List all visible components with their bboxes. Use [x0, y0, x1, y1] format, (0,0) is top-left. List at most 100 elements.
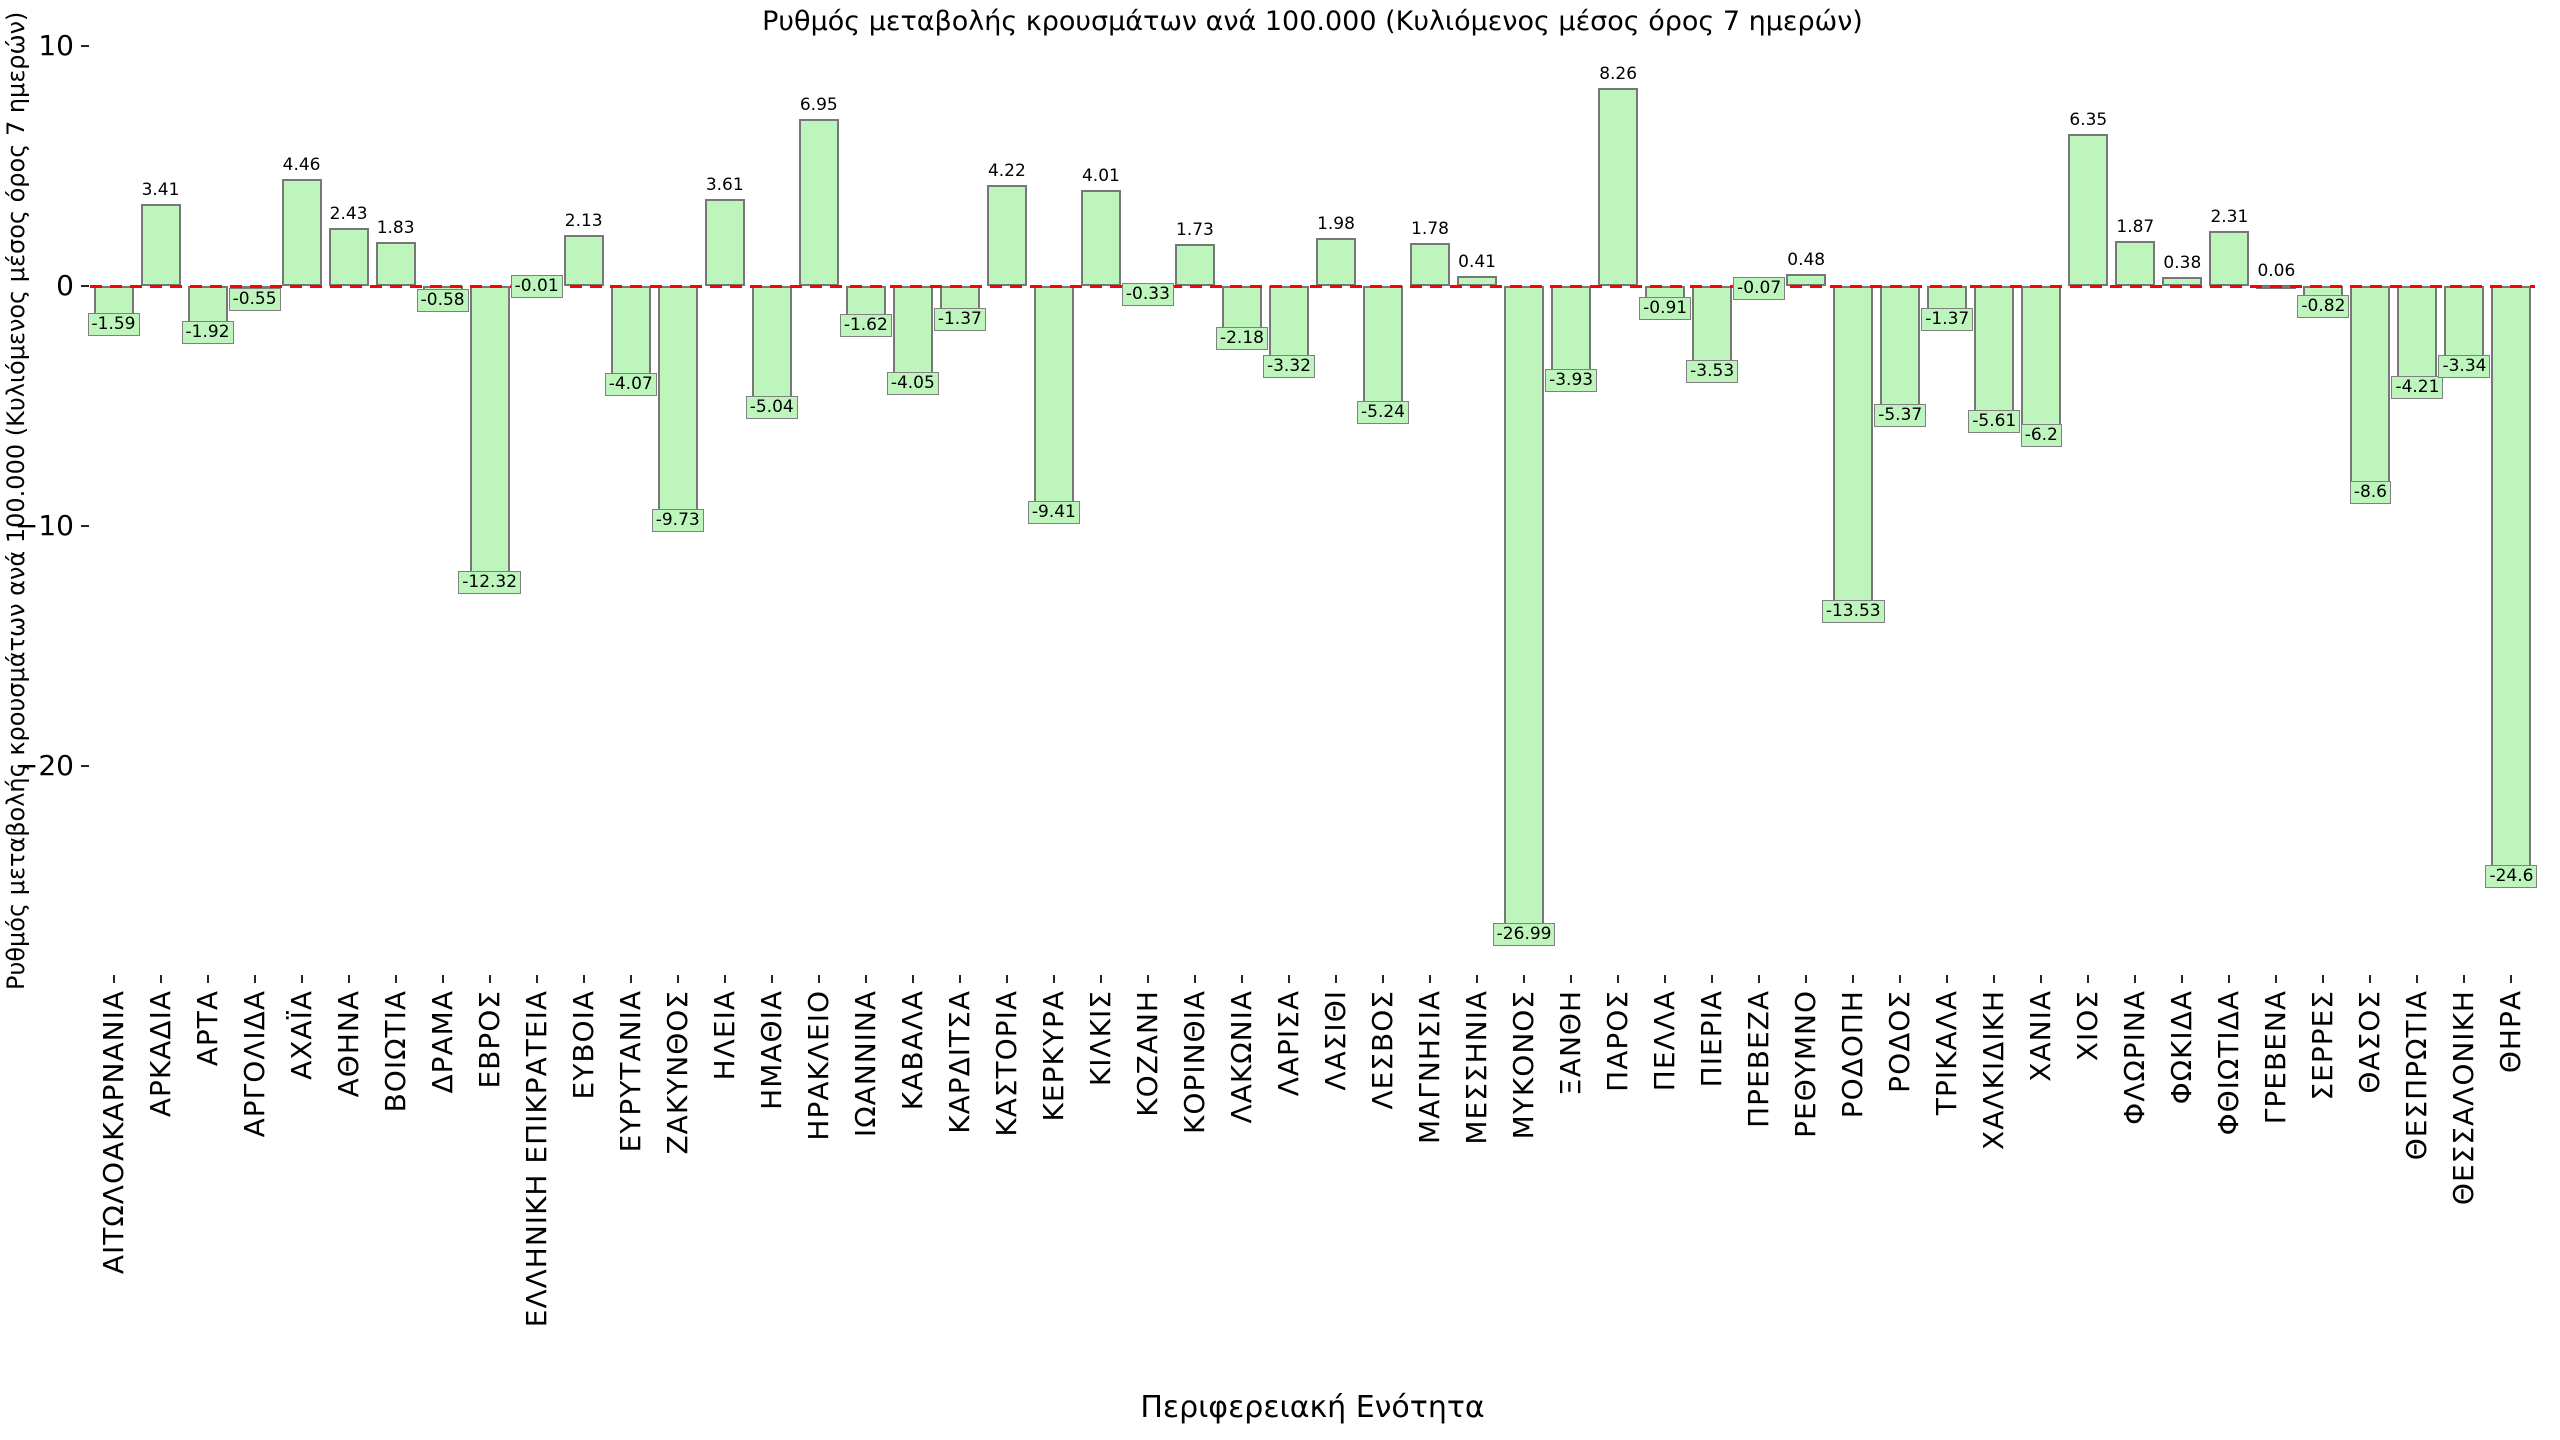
bar — [798, 119, 839, 286]
bar — [1504, 286, 1545, 934]
x-tick-label: ΦΘΙΩΤΙΔΑ — [2212, 990, 2246, 1136]
bar — [2162, 276, 2203, 286]
x-tick-label: ΑΡΤΑ — [190, 990, 224, 1067]
x-tick-mark — [253, 975, 256, 983]
x-tick-mark — [1570, 975, 1573, 983]
bar-value-text: -0.07 — [1733, 276, 1786, 300]
bar-value-label: 2.31 — [2169, 207, 2289, 228]
x-tick-mark — [1429, 975, 1432, 983]
x-tick-mark — [347, 975, 350, 983]
bar-value-label: 4.01 — [1041, 166, 1161, 187]
x-tick-mark — [2416, 975, 2419, 983]
bar-value-text: 3.41 — [141, 180, 180, 201]
bar — [2115, 241, 2156, 286]
bar-value-text: 6.95 — [799, 95, 838, 116]
x-tick-mark — [2510, 975, 2513, 983]
x-axis-title: Περιφερειακή Ενότητα — [1140, 1390, 1485, 1425]
bar-value-text: -3.53 — [1686, 359, 1739, 383]
bar-value-label: -5.61 — [1934, 409, 2054, 433]
x-tick-label: ΚΟΡΙΝΘΙΑ — [1177, 990, 1211, 1134]
bar — [751, 286, 792, 407]
bar-value-text: 1.73 — [1176, 220, 1214, 241]
x-tick-label: ΗΡΑΚΛΕΙΟ — [801, 990, 835, 1141]
x-tick-mark — [958, 975, 961, 983]
x-tick-mark — [1099, 975, 1102, 983]
x-tick-mark — [1523, 975, 1526, 983]
bar — [986, 184, 1027, 286]
bar-value-label: -3.93 — [1511, 369, 1631, 393]
x-tick-label: ΕΥΒΟΙΑ — [566, 990, 600, 1100]
x-tick-label: ΦΩΚΙΔΑ — [2165, 990, 2199, 1105]
bar — [1598, 87, 1639, 286]
x-tick-label: ΛΑΚΩΝΙΑ — [1224, 990, 1258, 1124]
bar — [328, 227, 369, 286]
bar — [2209, 230, 2250, 286]
x-tick-label: ΤΡΙΚΑΛΑ — [1930, 990, 1964, 1116]
x-tick-mark — [1664, 975, 1667, 983]
x-tick-label: ΕΒΡΟΣ — [472, 990, 506, 1089]
x-tick-label: ΕΥΡΥΤΑΝΙΑ — [613, 990, 647, 1153]
x-tick-label: ΘΗΡΑ — [2494, 990, 2528, 1074]
y-tick-mark — [81, 45, 89, 47]
x-tick-label: ΗΜΑΘΙΑ — [754, 990, 788, 1110]
x-tick-label: ΙΩΑΝΝΙΝΑ — [848, 990, 882, 1138]
bar-value-label: -1.62 — [806, 313, 926, 337]
bar-value-text: 0.48 — [1787, 250, 1826, 271]
x-tick-mark — [582, 975, 585, 983]
bar-value-label: -4.05 — [853, 372, 973, 396]
bar-value-text: 1.98 — [1317, 214, 1355, 235]
bar — [1410, 243, 1451, 286]
x-tick-mark — [1146, 975, 1149, 983]
bar — [1880, 286, 1921, 415]
bar-value-text: 1.83 — [376, 218, 415, 239]
bar-value-label: 4.22 — [947, 161, 1067, 182]
bar — [1174, 244, 1215, 286]
x-tick-mark — [535, 975, 538, 983]
bar-value-label: -9.41 — [994, 500, 1114, 524]
x-tick-mark — [911, 975, 914, 983]
x-tick-label: ΒΟΙΩΤΙΑ — [378, 990, 412, 1113]
bar-value-label: -1.59 — [54, 313, 174, 337]
bar — [281, 178, 322, 286]
bar-value-label: 0.41 — [1417, 252, 1537, 273]
bar-value-text: 3.61 — [705, 175, 744, 196]
bar-value-label: -5.24 — [1323, 400, 1443, 424]
x-tick-mark — [1993, 975, 1996, 983]
bar-value-label: 3.41 — [101, 180, 221, 201]
x-tick-mark — [441, 975, 444, 983]
x-tick-mark — [1052, 975, 1055, 983]
bar-value-text: -0.55 — [228, 288, 281, 312]
bar-value-text: -5.04 — [745, 395, 798, 419]
x-tick-mark — [112, 975, 115, 983]
bar-value-label: 3.61 — [665, 175, 785, 196]
bar-value-label: -4.07 — [571, 372, 691, 396]
bar — [1833, 286, 1874, 611]
bar-value-text: -13.53 — [1821, 599, 1885, 623]
bar-value-text: 1.78 — [1411, 219, 1449, 240]
bar-value-text: 4.01 — [1081, 165, 1120, 186]
x-tick-label: ΧΙΟΣ — [2071, 990, 2105, 1062]
bar-value-label: -0.33 — [1088, 282, 1208, 306]
bar-value-label: 2.43 — [289, 204, 409, 225]
bar-value-text: 0.41 — [1458, 252, 1496, 273]
bar-value-text: -12.32 — [458, 570, 522, 594]
bar-value-label: 6.35 — [2028, 110, 2148, 131]
bar-value-label: 1.98 — [1276, 214, 1396, 235]
bar-value-text: -3.34 — [2438, 355, 2491, 379]
x-tick-mark — [770, 975, 773, 983]
x-tick-label: ΑΡΚΑΔΙΑ — [143, 990, 177, 1118]
bar-value-label: -5.37 — [1840, 403, 1960, 427]
bar-value-text: -6.2 — [2020, 423, 2062, 447]
bar-value-label: -0.82 — [2263, 294, 2383, 318]
bar-value-text: -1.62 — [839, 313, 892, 337]
x-tick-label: ΘΑΣΟΣ — [2353, 990, 2387, 1094]
zero-reference-line — [90, 285, 2535, 288]
x-tick-mark — [1382, 975, 1385, 983]
bar-value-text: -9.73 — [651, 508, 704, 532]
x-tick-label: ΧΑΛΚΙΔΙΚΗ — [1977, 990, 2011, 1150]
bar-value-text: -4.07 — [604, 372, 657, 396]
x-tick-mark — [1287, 975, 1290, 983]
x-tick-label: ΗΛΕΙΑ — [707, 990, 741, 1081]
x-tick-mark — [1476, 975, 1479, 983]
x-tick-mark — [676, 975, 679, 983]
